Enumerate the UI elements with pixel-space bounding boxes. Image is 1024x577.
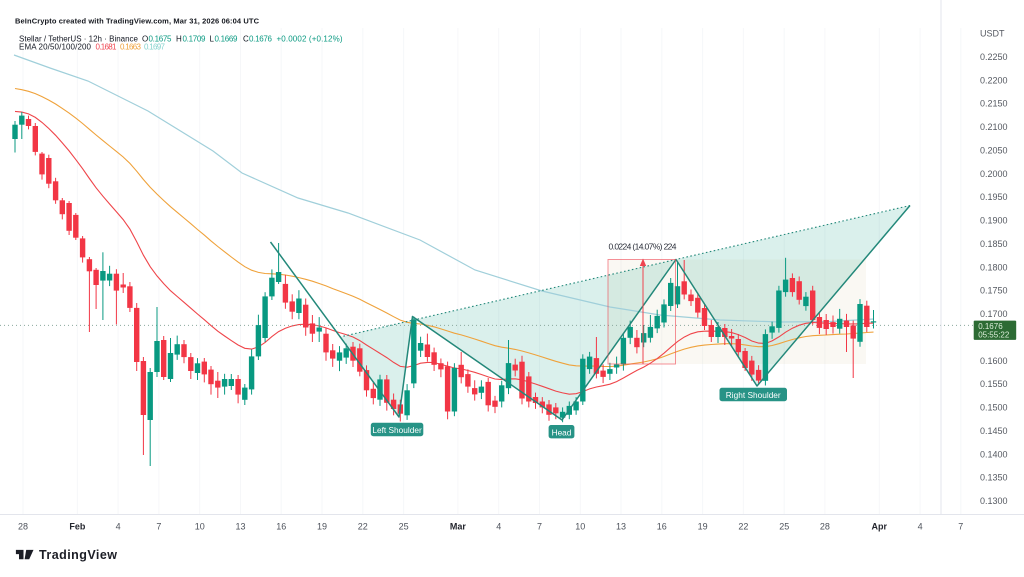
svg-text:0.1800: 0.1800: [980, 262, 1008, 272]
svg-text:19: 19: [698, 522, 708, 532]
svg-text:4: 4: [116, 522, 121, 532]
svg-text:25: 25: [399, 522, 409, 532]
svg-text:Stellar / TetherUS · 12h · Bin: Stellar / TetherUS · 12h · Binance O0.167…: [19, 35, 343, 44]
svg-text:7: 7: [537, 522, 542, 532]
svg-text:0.1500: 0.1500: [980, 403, 1008, 413]
svg-text:0.0224 (14.07%) 224: 0.0224 (14.07%) 224: [609, 242, 677, 252]
svg-text:Apr: Apr: [872, 522, 888, 532]
svg-text:10: 10: [195, 522, 205, 532]
svg-text:05:55:22: 05:55:22: [978, 331, 1010, 340]
svg-text:16: 16: [276, 522, 286, 532]
svg-text:0.1350: 0.1350: [980, 473, 1008, 483]
svg-text:0.2100: 0.2100: [980, 122, 1008, 132]
svg-text:Feb: Feb: [69, 522, 86, 532]
svg-text:0.1700: 0.1700: [980, 309, 1008, 319]
svg-text:0.1550: 0.1550: [980, 379, 1008, 389]
svg-text:0.1300: 0.1300: [980, 496, 1008, 506]
svg-text:22: 22: [358, 522, 368, 532]
svg-text:0.2250: 0.2250: [980, 52, 1008, 62]
svg-text:19: 19: [317, 522, 327, 532]
svg-text:0.2050: 0.2050: [980, 146, 1008, 156]
svg-text:0.2200: 0.2200: [980, 75, 1008, 85]
svg-text:Mar: Mar: [450, 522, 467, 532]
svg-text:7: 7: [958, 522, 963, 532]
svg-text:0.1950: 0.1950: [980, 192, 1008, 202]
svg-text:4: 4: [918, 522, 923, 532]
svg-text:25: 25: [779, 522, 789, 532]
svg-text:0.1600: 0.1600: [980, 356, 1008, 366]
svg-text:7: 7: [156, 522, 161, 532]
svg-text:4: 4: [496, 522, 501, 532]
svg-text:0.1676: 0.1676: [978, 322, 1003, 331]
svg-text:13: 13: [616, 522, 626, 532]
svg-text:16: 16: [657, 522, 667, 532]
svg-text:13: 13: [235, 522, 245, 532]
svg-text:0.1750: 0.1750: [980, 286, 1008, 296]
svg-text:Left Shoulder: Left Shoulder: [372, 425, 422, 435]
svg-text:TradingView: TradingView: [39, 548, 117, 562]
svg-text:Right Shoulder: Right Shoulder: [726, 390, 781, 400]
svg-text:0.1850: 0.1850: [980, 239, 1008, 249]
svg-text:0.1400: 0.1400: [980, 449, 1008, 459]
svg-text:0.1450: 0.1450: [980, 426, 1008, 436]
svg-text:10: 10: [575, 522, 585, 532]
svg-text:0.1900: 0.1900: [980, 216, 1008, 226]
svg-text:USDT: USDT: [980, 29, 1005, 39]
svg-text:0.2150: 0.2150: [980, 99, 1008, 109]
svg-text:Head: Head: [552, 427, 572, 437]
svg-text:0.2000: 0.2000: [980, 169, 1008, 179]
svg-text:22: 22: [738, 522, 748, 532]
svg-text:BeInCrypto created with Tradin: BeInCrypto created with TradingView.com,…: [15, 17, 260, 26]
svg-text:28: 28: [820, 522, 830, 532]
svg-text:28: 28: [18, 522, 28, 532]
